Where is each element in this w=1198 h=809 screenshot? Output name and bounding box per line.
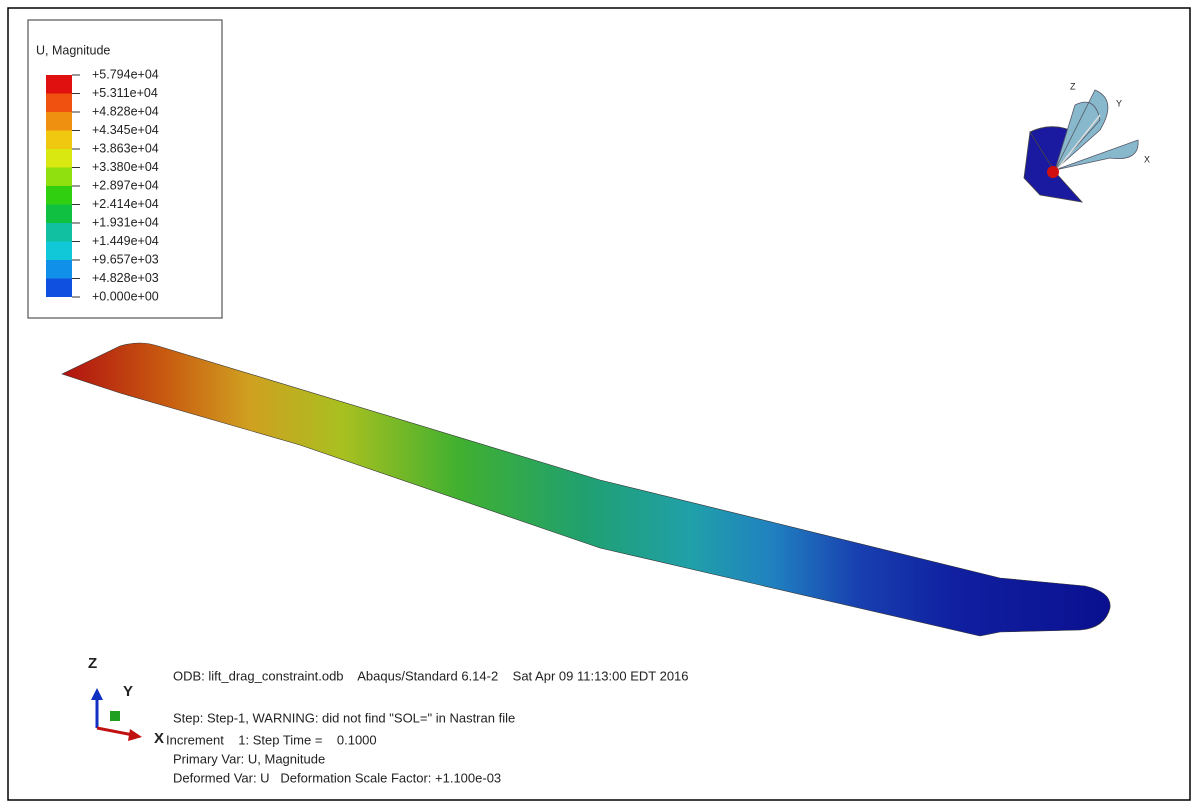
primary-var: Primary Var: U, Magnitude xyxy=(173,751,325,766)
legend-swatch xyxy=(46,260,72,279)
legend-label: +5.794e+04 xyxy=(92,67,159,81)
legend-swatch xyxy=(46,242,72,261)
legend-swatch xyxy=(46,205,72,224)
legend-label: +9.657e+03 xyxy=(92,252,159,266)
triad-origin xyxy=(1047,166,1059,178)
legend-swatch xyxy=(46,131,72,150)
legend-label: +1.931e+04 xyxy=(92,215,159,229)
step-line: Step: Step-1, WARNING: did not find "SOL… xyxy=(173,710,515,725)
view-y: Y xyxy=(1116,98,1122,108)
legend-swatch xyxy=(46,149,72,168)
legend-swatch xyxy=(46,112,72,131)
legend-label: +4.345e+04 xyxy=(92,123,159,137)
legend-swatch xyxy=(46,279,72,298)
y-arrow xyxy=(110,711,120,721)
viewport: U, Magnitude +5.794e+04 +5.311e+04 +4.828e… xyxy=(0,0,1198,809)
legend-label: +2.414e+04 xyxy=(92,197,159,211)
legend-label: +3.863e+04 xyxy=(92,141,159,155)
triad-y: Y xyxy=(123,683,133,700)
triad-z: Z xyxy=(88,655,97,672)
legend-title: U, Magnitude xyxy=(36,43,110,57)
legend-label: +4.828e+03 xyxy=(92,271,159,285)
view-z: Z xyxy=(1070,81,1076,91)
increment-line: Increment 1: Step Time = 0.1000 xyxy=(166,732,377,747)
legend-label: +4.828e+04 xyxy=(92,104,159,118)
legend-swatch xyxy=(46,186,72,205)
triad-x: X xyxy=(154,730,164,747)
legend-swatch xyxy=(46,75,72,94)
legend-label: +1.449e+04 xyxy=(92,234,159,248)
deformed-var: Deformed Var: U Deformation Scale Factor… xyxy=(173,770,501,785)
legend-label: +0.000e+00 xyxy=(92,289,159,303)
legend: U, Magnitude +5.794e+04 +5.311e+04 +4.828e… xyxy=(28,20,222,318)
legend-swatch xyxy=(46,94,72,113)
legend-swatch xyxy=(46,168,72,187)
view-x: X xyxy=(1144,154,1150,164)
legend-label: +2.897e+04 xyxy=(92,178,159,192)
legend-swatch xyxy=(46,223,72,242)
legend-label: +5.311e+04 xyxy=(92,86,158,100)
odb-line: ODB: lift_drag_constraint.odb Abaqus/Sta… xyxy=(173,668,689,683)
legend-label: +3.380e+04 xyxy=(92,160,159,174)
